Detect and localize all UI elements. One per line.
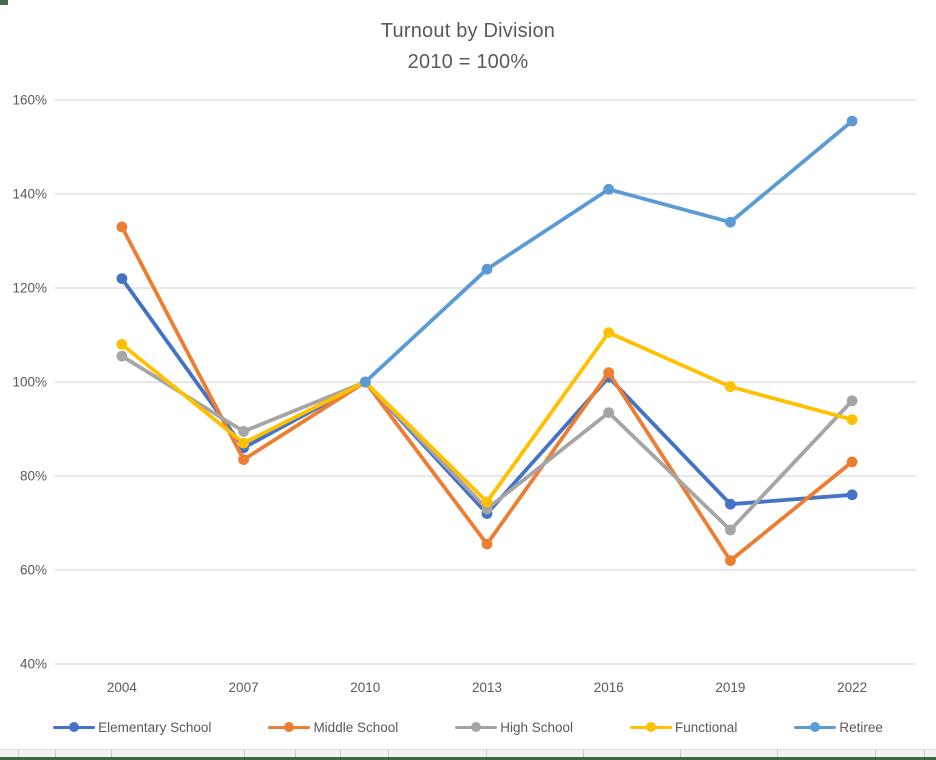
chart-legend: Elementary School Middle School High Schoo… [0, 717, 936, 737]
y-axis-tick-label: 100% [12, 375, 47, 390]
legend-item-elementary-school[interactable]: Elementary School [53, 717, 211, 737]
data-point-retiree [481, 263, 493, 275]
y-axis-tick-label: 140% [12, 187, 47, 202]
legend-marker-icon [630, 722, 673, 733]
series-line-elementary-school [120, 276, 854, 516]
data-point-functional [725, 381, 736, 393]
x-axis-tick-label: 2007 [229, 680, 259, 695]
data-point-middle-school [725, 555, 736, 566]
data-point-middle-school [603, 367, 615, 378]
x-axis-tick-label: 2004 [107, 680, 138, 695]
legend-marker-icon [268, 722, 311, 733]
data-point-retiree [846, 115, 858, 127]
data-point-middle-school [481, 538, 493, 550]
sheet-cell-separator [583, 750, 584, 758]
legend-label: Middle School [313, 719, 399, 735]
legend-label: Elementary School [98, 719, 212, 735]
legend-dot-swatch [284, 722, 295, 732]
data-point-middle-school [846, 456, 858, 468]
x-axis-tick-label: 2016 [594, 680, 624, 695]
data-point-elementary-school [725, 498, 736, 510]
y-axis-tick-label: 60% [20, 563, 47, 578]
data-point-high-school [116, 350, 128, 362]
sheet-cell-separator [486, 750, 487, 758]
legend-item-middle-school[interactable]: Middle School [268, 717, 398, 737]
sheet-cell-separator [244, 750, 245, 758]
data-point-elementary-school [116, 273, 128, 284]
legend-marker-icon [794, 722, 837, 733]
sheet-corner-mark [0, 0, 8, 5]
sheet-cell-separator [875, 750, 876, 758]
data-point-functional [238, 437, 250, 449]
sheet-cell-separator [388, 750, 389, 758]
sheet-cell-separator [680, 750, 681, 758]
legend-dot-swatch [471, 722, 482, 732]
legend-item-functional[interactable]: Functional [630, 717, 737, 737]
data-point-retiree [725, 216, 736, 228]
sheet-cell-separator [340, 750, 341, 758]
sheet-cell-separator [55, 750, 56, 758]
y-axis-tick-label: 80% [20, 469, 47, 484]
chart-subtitle: 2010 = 100% [407, 51, 529, 73]
series-line-retiree [363, 119, 854, 384]
legend-marker-icon [455, 722, 498, 733]
data-point-functional [846, 414, 858, 425]
legend-dot-swatch [646, 722, 657, 732]
data-point-retiree [359, 376, 371, 388]
x-axis-tick-label: 2013 [472, 680, 502, 695]
data-point-elementary-school [846, 489, 858, 501]
sheet-cell-separator [924, 750, 925, 758]
legend-item-high-school[interactable]: High School [455, 717, 573, 737]
chart-title-block: Turnout by Division 2010 = 100% [0, 16, 936, 78]
chart-title: Turnout by Division [380, 20, 556, 42]
data-point-middle-school [116, 221, 128, 233]
data-point-retiree [603, 183, 615, 195]
x-axis-tick-label: 2022 [837, 680, 867, 695]
x-axis-tick-label: 2010 [350, 680, 380, 695]
legend-dot-swatch [810, 722, 821, 732]
legend-label: Functional [675, 719, 738, 735]
data-point-high-school [725, 524, 736, 536]
sheet-cell-separator [111, 750, 112, 758]
sheet-cell-separator [777, 750, 778, 758]
y-axis-tick-label: 40% [20, 657, 47, 672]
legend-label: High School [500, 719, 574, 735]
legend-label: Retiree [839, 719, 883, 735]
data-point-functional [481, 496, 493, 508]
y-axis-tick-label: 160% [12, 93, 47, 108]
x-axis-tick-label: 2019 [715, 680, 745, 695]
data-point-functional [116, 339, 128, 350]
sheet-cell-separator [18, 750, 19, 758]
data-point-functional [603, 327, 615, 338]
data-point-high-school [846, 395, 858, 407]
legend-marker-icon [53, 722, 96, 733]
legend-item-retiree[interactable]: Retiree [794, 717, 883, 737]
sheet-cell-separator [295, 750, 296, 758]
data-point-high-school [238, 426, 250, 437]
sheet-green-border [0, 757, 936, 760]
sheet-bottom-row[interactable] [0, 749, 936, 758]
data-point-middle-school [238, 454, 250, 465]
legend-dot-swatch [69, 722, 80, 732]
y-axis-tick-label: 120% [12, 281, 47, 296]
data-point-high-school [603, 407, 615, 418]
